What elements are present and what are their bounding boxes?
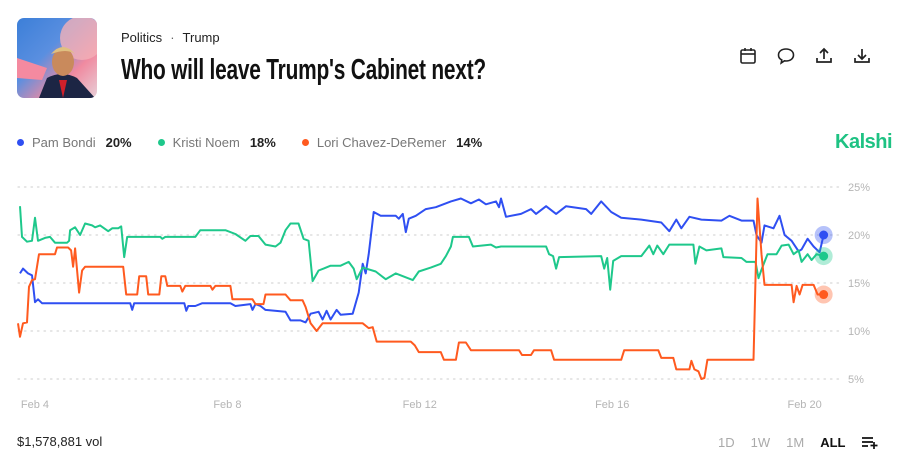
- x-tick-label: Feb 16: [595, 399, 629, 411]
- range-1d[interactable]: 1D: [718, 434, 735, 450]
- legend-name: Pam Bondi: [32, 135, 96, 150]
- kalshi-logo: Kalshi: [835, 131, 893, 153]
- legend-name: Kristi Noem: [172, 135, 240, 150]
- series-line-kristi-noem: [19, 206, 824, 291]
- legend-value: 14%: [456, 135, 483, 150]
- chart-legend: Pam Bondi 20% Kristi Noem 18% Lori Chavez-…: [17, 135, 508, 150]
- playlist-add-icon[interactable]: [861, 434, 879, 450]
- y-tick-label: 25%: [848, 182, 870, 194]
- legend-value: 18%: [249, 135, 276, 150]
- y-tick-label: 15%: [848, 278, 870, 290]
- legend-swatch: [17, 139, 24, 146]
- market-thumbnail: [17, 18, 97, 98]
- range-1w[interactable]: 1W: [750, 434, 771, 450]
- breadcrumb: Politics · Trump: [121, 30, 220, 45]
- y-tick-label: 10%: [848, 326, 870, 338]
- breadcrumb-separator: ·: [170, 30, 175, 45]
- x-tick-label: Feb 20: [787, 399, 821, 411]
- trump-photo-icon: [17, 18, 97, 98]
- range-1m[interactable]: 1M: [786, 434, 805, 450]
- calendar-icon[interactable]: [738, 46, 758, 66]
- legend-item-pam-bondi[interactable]: Pam Bondi 20%: [17, 135, 132, 150]
- breadcrumb-politics[interactable]: Politics: [121, 30, 163, 45]
- x-tick-label: Feb 12: [403, 399, 437, 411]
- comment-icon[interactable]: [776, 46, 796, 66]
- legend-name: Lori Chavez-DeRemer: [316, 135, 447, 150]
- legend-swatch: [301, 139, 309, 146]
- page-title: Who will leave Trump's Cabinet next?: [121, 54, 486, 86]
- share-icon[interactable]: [814, 46, 834, 66]
- volume-text: $1,578,881 vol: [17, 434, 103, 449]
- legend-swatch: [157, 139, 165, 146]
- legend-item-lori-chavez-deremer[interactable]: Lori Chavez-DeRemer 14%: [301, 135, 483, 150]
- endpoint-dot: [819, 290, 829, 300]
- series-line-pam-bondi: [19, 197, 825, 324]
- download-icon[interactable]: [852, 46, 872, 66]
- x-tick-label: Feb 8: [213, 399, 241, 411]
- series-line-lori-chavez-deremer: [17, 197, 824, 380]
- x-tick-label: Feb 4: [21, 399, 49, 411]
- range-all[interactable]: ALL: [820, 434, 846, 450]
- header-actions: [738, 46, 872, 66]
- breadcrumb-trump[interactable]: Trump: [182, 30, 220, 45]
- price-chart[interactable]: 25% 20% 15% 10% 5% Feb 4 Feb 8 Feb 12 Feb 16 Feb …: [0, 0, 898, 420]
- y-tick-label: 5%: [848, 374, 864, 386]
- legend-value: 20%: [105, 135, 132, 150]
- range-selector: 1D 1W 1M ALL: [718, 434, 879, 450]
- endpoint-dot: [819, 251, 829, 261]
- y-tick-label: 20%: [848, 230, 870, 242]
- legend-item-kristi-noem[interactable]: Kristi Noem 18%: [157, 135, 276, 150]
- endpoint-dot: [819, 230, 829, 240]
